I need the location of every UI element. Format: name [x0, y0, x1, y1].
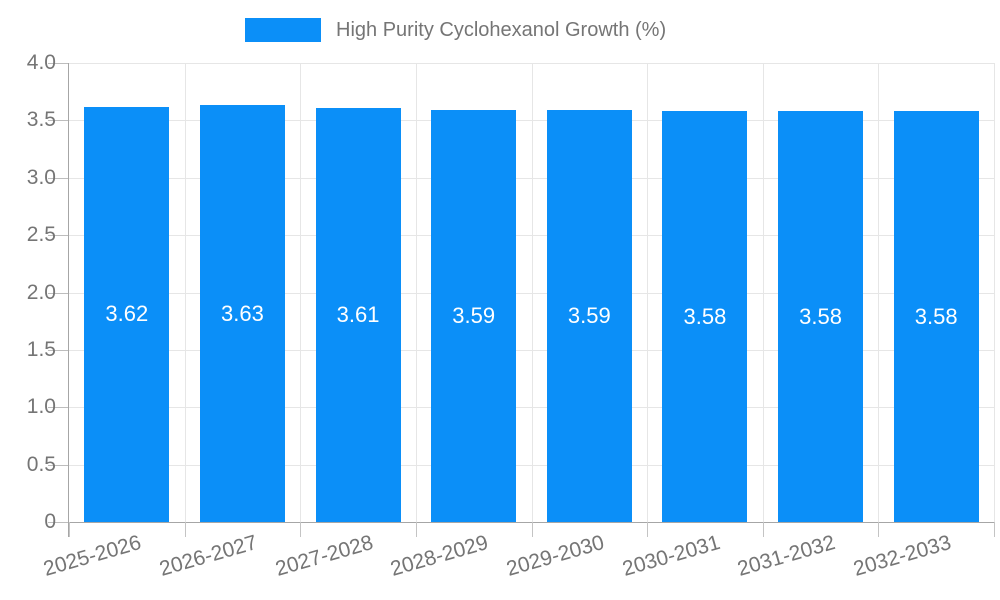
- y-tick-label: 4.0: [26, 51, 56, 74]
- bar: 3.63: [199, 105, 285, 522]
- bar-value-label: 3.63: [221, 300, 264, 326]
- legend-label: High Purity Cyclohexanol Growth (%): [336, 18, 667, 41]
- y-tick-label: 3.0: [26, 165, 56, 189]
- y-tick-label: 3.5: [26, 108, 56, 132]
- bar: 3.61: [315, 107, 401, 522]
- legend-swatch: [245, 18, 321, 42]
- x-tick: [994, 522, 995, 537]
- y-tick: [48, 407, 68, 409]
- v-gridline: [300, 63, 302, 522]
- legend-item[interactable]: High Purity Cyclohexanol Growth (%): [245, 18, 666, 42]
- y-tick: [48, 464, 68, 466]
- y-tick: [48, 292, 68, 294]
- v-gridline: [531, 63, 533, 522]
- bar: 3.59: [431, 110, 517, 522]
- x-tick-label: 2026-2027: [156, 531, 260, 581]
- x-tick: [762, 522, 764, 537]
- x-axis-line: [68, 522, 994, 523]
- y-tick: [48, 177, 68, 179]
- bar: 3.59: [546, 110, 632, 522]
- v-gridline: [647, 63, 649, 522]
- bar-value-label: 3.62: [105, 301, 149, 327]
- x-tick-label: 2028-2029: [388, 531, 492, 581]
- y-tick-label: 2.0: [26, 280, 56, 304]
- y-tick: [48, 235, 68, 237]
- plot-area: 3.62 3.63 3.61 3.59 3.59 3.58 3.58 3.58: [69, 63, 995, 522]
- y-tick: [48, 120, 68, 122]
- y-tick-label: 1.5: [26, 337, 56, 361]
- y-tick-label: 0.5: [26, 452, 56, 476]
- bar-value-label: 3.59: [567, 303, 611, 329]
- x-tick: [300, 522, 302, 537]
- bar: 3.58: [662, 111, 748, 522]
- x-tick-label: 2032-2033: [850, 531, 954, 581]
- y-tick: [48, 522, 68, 523]
- bar-value-label: 3.59: [452, 303, 496, 329]
- x-tick-label: 2027-2028: [272, 531, 376, 581]
- v-gridline: [994, 63, 995, 522]
- y-tick: [48, 63, 68, 64]
- bar: 3.58: [893, 111, 979, 522]
- y-tick-label: 2.5: [26, 223, 56, 247]
- v-gridline: [878, 63, 880, 522]
- x-tick: [415, 522, 417, 537]
- x-tick: [878, 522, 880, 537]
- x-tick-label: 2025-2026: [41, 531, 145, 581]
- y-tick: [48, 349, 68, 351]
- bar: 3.58: [778, 111, 864, 522]
- x-tick: [69, 522, 70, 537]
- x-tick-label: 2031-2032: [735, 531, 838, 581]
- x-tick-label: 2030-2031: [619, 531, 723, 581]
- bar-value-label: 3.58: [683, 303, 727, 329]
- bar-value-label: 3.58: [799, 303, 842, 329]
- v-gridline: [762, 63, 764, 522]
- x-tick-label: 2029-2030: [503, 531, 607, 581]
- bar-value-label: 3.58: [914, 303, 958, 329]
- x-tick: [531, 522, 533, 537]
- x-tick: [647, 522, 649, 537]
- y-tick-label: 1.0: [26, 395, 56, 419]
- y-tick-label: 0: [44, 510, 56, 533]
- y-axis-line: [68, 63, 69, 537]
- v-gridline: [184, 63, 186, 522]
- bar: 3.62: [84, 106, 170, 522]
- x-tick: [184, 522, 186, 537]
- bar-value-label: 3.61: [336, 301, 380, 327]
- v-gridline: [415, 63, 417, 522]
